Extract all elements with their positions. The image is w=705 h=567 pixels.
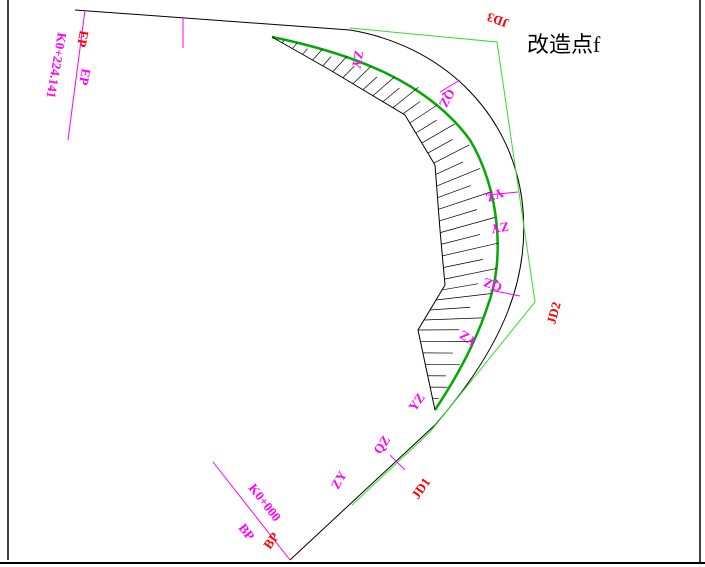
curve-label: ZY [489,219,510,237]
ep-marker: EP [76,67,94,86]
background [0,0,705,567]
curve-label: ZY [349,49,367,70]
title: 改造点f [527,32,601,57]
cad-drawing: 改造点f JD3 JD2 JD1 EP K0+224.141 EP BP K0+… [0,0,705,567]
ep-code: EP [74,29,92,48]
